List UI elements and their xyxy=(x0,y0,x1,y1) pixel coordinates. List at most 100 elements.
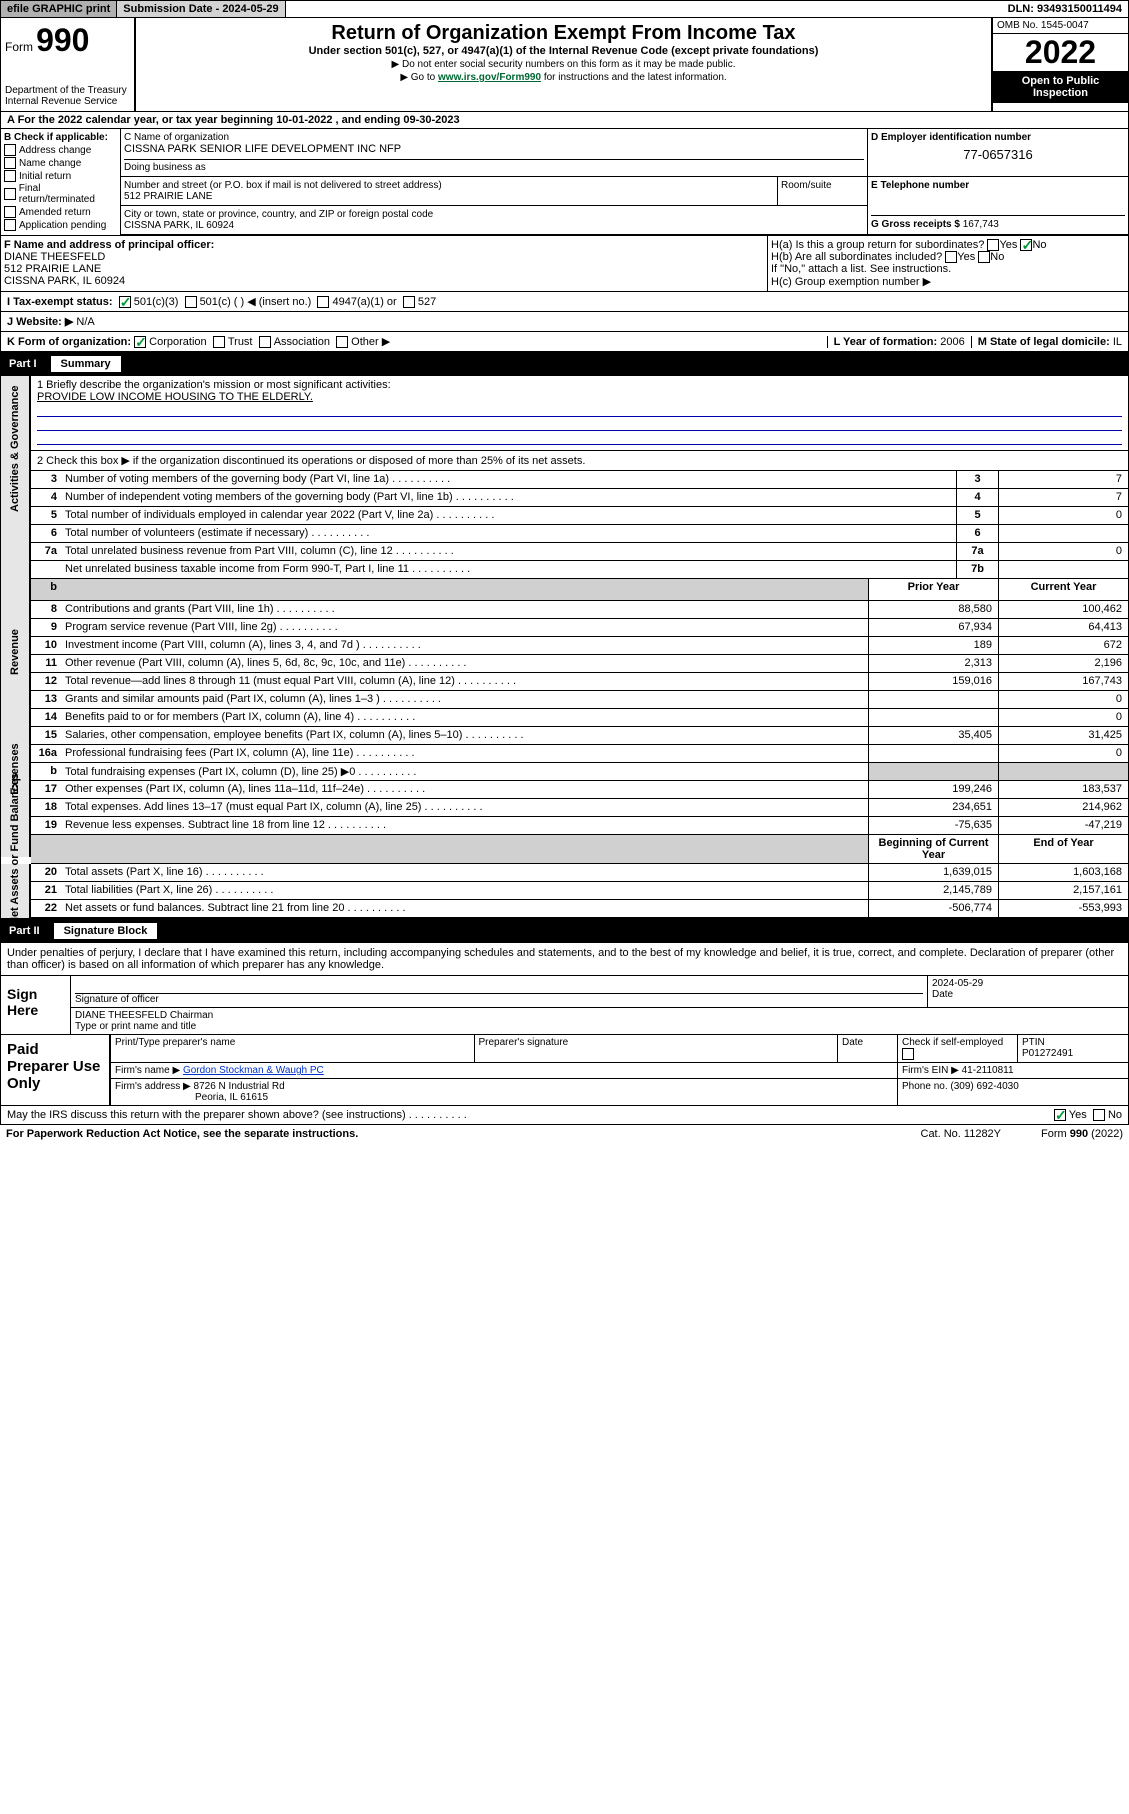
current-val: 0 xyxy=(998,745,1128,762)
dba-label: Doing business as xyxy=(124,159,864,173)
paid-preparer-block: Paid Preparer Use Only Print/Type prepar… xyxy=(0,1035,1129,1106)
prior-val: 189 xyxy=(868,637,998,654)
assoc-checkbox[interactable] xyxy=(259,336,271,348)
form-label: Form xyxy=(5,40,33,54)
initial-return-checkbox[interactable] xyxy=(4,170,16,182)
app-pending-checkbox[interactable] xyxy=(4,219,16,231)
prior-val: 234,651 xyxy=(868,799,998,816)
blank-line xyxy=(37,419,1122,431)
4947a1-checkbox[interactable] xyxy=(317,296,329,308)
paid-preparer-label: Paid Preparer Use Only xyxy=(1,1035,111,1105)
line-val: 7 xyxy=(998,489,1128,506)
prior-val: 67,934 xyxy=(868,619,998,636)
other-checkbox[interactable] xyxy=(336,336,348,348)
table-row: 3Number of voting members of the governi… xyxy=(31,471,1128,489)
tax-status-label: I Tax-exempt status: xyxy=(7,296,113,308)
tax-year: 2022 xyxy=(993,34,1128,71)
current-val: 1,603,168 xyxy=(998,864,1128,881)
prior-val: 35,405 xyxy=(868,727,998,744)
firm-name-link[interactable]: Gordon Stockman & Waugh PC xyxy=(183,1065,324,1076)
band-a-text: A For the 2022 calendar year, or tax yea… xyxy=(7,114,460,126)
form-identifier: Form 990 Department of the Treasury Inte… xyxy=(1,18,136,111)
form990-link[interactable]: www.irs.gov/Form990 xyxy=(438,72,541,83)
gross-value: 167,743 xyxy=(963,219,999,230)
line-desc: Total expenses. Add lines 13–17 (must eq… xyxy=(61,799,868,816)
line-num xyxy=(31,561,61,578)
summary-body: Activities & Governance 1 Briefly descri… xyxy=(0,376,1129,919)
501c-checkbox[interactable] xyxy=(185,296,197,308)
m-state-label: M State of legal domicile: xyxy=(978,336,1110,348)
dln-number: DLN: 93493150011494 xyxy=(1002,1,1128,17)
current-val: 183,537 xyxy=(998,781,1128,798)
col-b-title: B Check if applicable: xyxy=(4,132,117,143)
org-name-box: C Name of organization CISSNA PARK SENIO… xyxy=(121,129,868,177)
current-val xyxy=(998,763,1128,780)
section-a-band: A For the 2022 calendar year, or tax yea… xyxy=(0,112,1129,129)
line-num: 4 xyxy=(31,489,61,506)
line-desc: Professional fundraising fees (Part IX, … xyxy=(61,745,868,762)
line-num: 21 xyxy=(31,882,61,899)
ha-a-no-checkbox[interactable] xyxy=(1020,239,1032,251)
footer-right: Form 990 (2022) xyxy=(1041,1128,1123,1140)
l-year-val: 2006 xyxy=(940,336,964,348)
501c3-checkbox[interactable] xyxy=(119,296,131,308)
name-change-checkbox[interactable] xyxy=(4,157,16,169)
line-num: 14 xyxy=(31,709,61,726)
527-checkbox[interactable] xyxy=(403,296,415,308)
fpo-label: F Name and address of principal officer: xyxy=(4,239,214,251)
trust-checkbox[interactable] xyxy=(213,336,225,348)
prior-val: 199,246 xyxy=(868,781,998,798)
ha-a-label: H(a) Is this a group return for subordin… xyxy=(771,239,984,251)
officer-sig-cell: Signature of officer xyxy=(71,976,928,1007)
current-year-header: Current Year xyxy=(998,579,1128,600)
ha-b-no-checkbox[interactable] xyxy=(978,251,990,263)
city-value: CISSNA PARK, IL 60924 xyxy=(124,220,864,231)
line-num: b xyxy=(31,763,61,780)
instruction-2: ▶ Go to www.irs.gov/Form990 for instruct… xyxy=(144,72,983,83)
open-to-public: Open to Public Inspection xyxy=(993,71,1128,103)
amended-return-checkbox[interactable] xyxy=(4,206,16,218)
table-row: bTotal fundraising expenses (Part IX, co… xyxy=(31,763,1128,781)
initial-return-label: Initial return xyxy=(19,171,71,182)
no-label: No xyxy=(1032,239,1046,251)
ha-c-label: H(c) Group exemption number ▶ xyxy=(771,275,1125,288)
line-desc: Total unrelated business revenue from Pa… xyxy=(61,543,956,560)
line-val: 0 xyxy=(998,507,1128,524)
final-return-checkbox[interactable] xyxy=(4,188,16,200)
header-right: OMB No. 1545-0047 2022 Open to Public In… xyxy=(993,18,1128,111)
fpo-street: 512 PRAIRIE LANE xyxy=(4,263,101,275)
fpo-block: F Name and address of principal officer:… xyxy=(1,236,768,291)
part-1-header: Part I Summary xyxy=(0,352,1129,376)
corp-checkbox[interactable] xyxy=(134,336,146,348)
part-1-title: Summary xyxy=(51,356,121,372)
main-title: Return of Organization Exempt From Incom… xyxy=(144,22,983,45)
line-num: 17 xyxy=(31,781,61,798)
line-desc: Total number of volunteers (estimate if … xyxy=(61,525,956,542)
part-2-label: Part II xyxy=(9,925,40,937)
sign-here-label: Sign Here xyxy=(1,976,71,1034)
footer-mid: Cat. No. 11282Y xyxy=(921,1128,1002,1140)
prep-sig-label: Preparer's signature xyxy=(475,1035,839,1062)
sig-date: 2024-05-29 xyxy=(932,978,1124,989)
fpo-name: DIANE THEESFELD xyxy=(4,251,105,263)
line-desc: Revenue less expenses. Subtract line 18 … xyxy=(61,817,868,834)
address-change-checkbox[interactable] xyxy=(4,144,16,156)
discuss-yes-checkbox[interactable] xyxy=(1054,1109,1066,1121)
org-name-label: C Name of organization xyxy=(124,132,864,143)
line-desc: Total revenue—add lines 8 through 11 (mu… xyxy=(61,673,868,690)
website-row: J Website: ▶ N/A xyxy=(0,312,1129,332)
discuss-no-checkbox[interactable] xyxy=(1093,1109,1105,1121)
line-desc: Other expenses (Part IX, column (A), lin… xyxy=(61,781,868,798)
submission-date: Submission Date - 2024-05-29 xyxy=(117,1,285,17)
ha-b-yes-checkbox[interactable] xyxy=(945,251,957,263)
net-assets-label: Net Assets or Fund Balances xyxy=(1,864,31,918)
table-row: 16aProfessional fundraising fees (Part I… xyxy=(31,745,1128,763)
ha-a-yes-checkbox[interactable] xyxy=(987,239,999,251)
street-box: Number and street (or P.O. box if mail i… xyxy=(121,177,777,205)
spacer-desc xyxy=(61,835,868,863)
firm-addr-cell: Firm's address ▶ 8726 N Industrial Rd Pe… xyxy=(111,1079,898,1105)
prior-val xyxy=(868,691,998,708)
sign-here-block: Sign Here Signature of officer 2024-05-2… xyxy=(0,976,1129,1035)
efile-print-button[interactable]: efile GRAPHIC print xyxy=(1,1,117,17)
self-employed-checkbox[interactable] xyxy=(902,1048,914,1060)
